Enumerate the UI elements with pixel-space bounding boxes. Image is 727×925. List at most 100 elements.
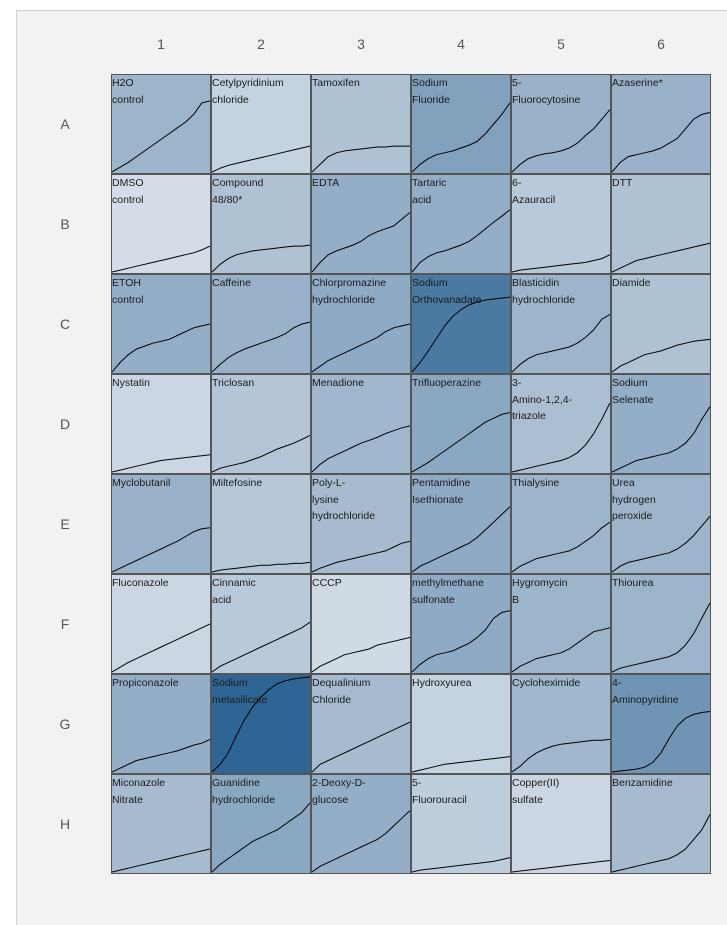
well-D1: Nystatin <box>111 374 211 474</box>
compound-label-D3: Menadione <box>312 375 410 392</box>
growth-line-D1 <box>112 455 210 472</box>
growth-line-E6 <box>612 516 710 572</box>
growth-line-G5 <box>512 739 610 772</box>
column-label-1: 1 <box>111 36 211 52</box>
well-C6: Diamide <box>611 274 711 374</box>
compound-label-A6: Azaserine* <box>612 75 710 92</box>
well-G1: Propiconazole <box>111 674 211 774</box>
well-B3: EDTA <box>311 174 411 274</box>
growth-line-F4 <box>412 611 510 672</box>
column-label-3: 3 <box>311 36 411 52</box>
row-label-D: D <box>45 416 85 432</box>
compound-label-F5: Hygromycin B <box>512 575 610 608</box>
growth-line-A5 <box>512 110 610 172</box>
well-D2: Triclosan <box>211 374 311 474</box>
well-A3: Tamoxifen <box>311 74 411 174</box>
compound-label-G6: 4- Aminopyridine <box>612 675 710 708</box>
well-B6: DTT <box>611 174 711 274</box>
growth-line-E1 <box>112 528 210 572</box>
well-C5: Blasticidin hydrochloride <box>511 274 611 374</box>
compound-label-A3: Tamoxifen <box>312 75 410 92</box>
growth-line-C6 <box>612 339 710 372</box>
growth-line-E3 <box>312 541 410 572</box>
growth-line-H3 <box>312 811 410 872</box>
compound-label-G1: Propiconazole <box>112 675 210 692</box>
compound-label-A1: H2O control <box>112 75 210 108</box>
growth-line-H4 <box>412 858 510 872</box>
well-C4: Sodium Orthovanadate <box>411 274 511 374</box>
growth-line-B2 <box>212 245 310 272</box>
growth-line-F5 <box>512 628 610 672</box>
well-H6: Benzamidine <box>611 774 711 874</box>
well-B4: Tartaric acid <box>411 174 511 274</box>
growth-line-C4 <box>412 297 510 372</box>
row-label-E: E <box>45 516 85 532</box>
growth-line-A1 <box>112 101 210 172</box>
compound-label-E1: Myclobutanil <box>112 475 210 492</box>
well-D6: Sodium Selenate <box>611 374 711 474</box>
growth-line-F3 <box>312 637 410 672</box>
compound-label-B3: EDTA <box>312 175 410 192</box>
compound-label-D5: 3- Amino-1,2,4- triazole <box>512 375 610 425</box>
well-C3: Chlorpromazine hydrochloride <box>311 274 411 374</box>
compound-label-B2: Compound 48/80* <box>212 175 310 208</box>
growth-line-C1 <box>112 324 210 372</box>
well-D4: Trifluoperazine <box>411 374 511 474</box>
compound-label-C1: ETOH control <box>112 275 210 308</box>
compound-label-E6: Urea hydrogen peroxide <box>612 475 710 525</box>
growth-line-D2 <box>212 436 310 473</box>
compound-label-B4: Tartaric acid <box>412 175 510 208</box>
well-E3: Poly-L- lysine hydrochloride <box>311 474 411 574</box>
growth-line-B3 <box>312 213 410 273</box>
compound-label-D4: Trifluoperazine <box>412 375 510 392</box>
row-label-C: C <box>45 316 85 332</box>
row-label-F: F <box>45 616 85 632</box>
well-F6: Thiourea <box>611 574 711 674</box>
compound-label-E5: Thialysine <box>512 475 610 492</box>
growth-line-E4 <box>412 507 510 572</box>
well-E5: Thialysine <box>511 474 611 574</box>
growth-line-F2 <box>212 622 310 672</box>
compound-label-F2: Cinnamic acid <box>212 575 310 608</box>
column-label-2: 2 <box>211 36 311 52</box>
growth-line-D3 <box>312 426 410 472</box>
well-C2: Caffeine <box>211 274 311 374</box>
growth-line-A2 <box>212 146 310 172</box>
well-C1: ETOH control <box>111 274 211 374</box>
compound-label-A5: 5- Fluorocytosine <box>512 75 610 108</box>
compound-label-C4: Sodium Orthovanadate <box>412 275 510 308</box>
growth-line-C2 <box>212 322 310 372</box>
well-F3: CCCP <box>311 574 411 674</box>
compound-label-E3: Poly-L- lysine hydrochloride <box>312 475 410 525</box>
compound-label-F1: Fluconazole <box>112 575 210 592</box>
well-H4: 5- Fluorouracil <box>411 774 511 874</box>
growth-line-G3 <box>312 722 410 772</box>
compound-label-E4: Pentamidine Isethionate <box>412 475 510 508</box>
compound-label-A4: Sodium Fluoride <box>412 75 510 108</box>
compound-label-G2: Sodium metasilicate <box>212 675 310 708</box>
compound-label-D6: Sodium Selenate <box>612 375 710 408</box>
row-label-G: G <box>45 716 85 732</box>
row-label-B: B <box>45 216 85 232</box>
growth-line-B6 <box>612 243 710 272</box>
growth-line-B4 <box>412 210 510 272</box>
compound-label-H1: Miconazole Nitrate <box>112 775 210 808</box>
growth-line-G4 <box>412 757 510 772</box>
compound-label-G3: Dequalinium Chloride <box>312 675 410 708</box>
well-A4: Sodium Fluoride <box>411 74 511 174</box>
compound-label-H2: Guanidine hydrochloride <box>212 775 310 808</box>
compound-label-C3: Chlorpromazine hydrochloride <box>312 275 410 308</box>
compound-label-C5: Blasticidin hydrochloride <box>512 275 610 308</box>
compound-label-D2: Triclosan <box>212 375 310 392</box>
compound-label-B5: 6- Azauracil <box>512 175 610 208</box>
well-D3: Menadione <box>311 374 411 474</box>
compound-label-A2: Cetylpyridinium chloride <box>212 75 310 108</box>
well-B5: 6- Azauracil <box>511 174 611 274</box>
growth-line-D6 <box>612 407 710 472</box>
compound-label-H5: Copper(II) sulfate <box>512 775 610 808</box>
growth-line-B1 <box>112 246 210 272</box>
well-B2: Compound 48/80* <box>211 174 311 274</box>
well-H1: Miconazole Nitrate <box>111 774 211 874</box>
well-G4: Hydroxyurea <box>411 674 511 774</box>
well-E6: Urea hydrogen peroxide <box>611 474 711 574</box>
